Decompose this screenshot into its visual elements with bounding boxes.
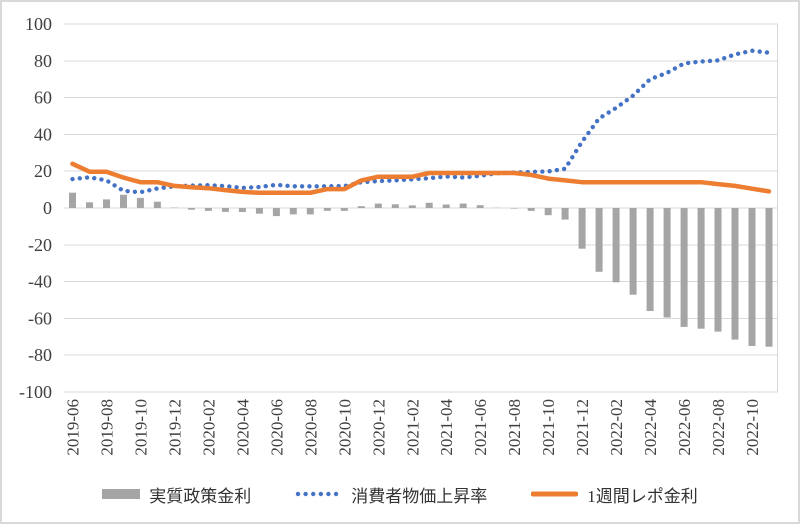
bar-real-policy-rate [646, 208, 654, 311]
bar-real-policy-rate [442, 204, 450, 208]
bar-real-policy-rate [86, 202, 93, 208]
y-axis-tick-label: 40 [34, 124, 52, 144]
y-axis-tick-label: -60 [28, 308, 52, 328]
x-axis-tick-label: 2022-02 [607, 399, 626, 456]
bar-real-policy-rate [748, 208, 756, 346]
x-axis-tick-label: 2020-12 [369, 399, 388, 456]
bar-real-policy-rate [69, 192, 76, 208]
bar-real-policy-rate [340, 208, 348, 211]
bar-real-policy-rate [527, 208, 535, 211]
y-axis-tick-label: -40 [28, 272, 52, 292]
x-axis-tick-label: 2022-04 [641, 399, 660, 456]
bar-real-policy-rate [612, 208, 620, 283]
y-axis-tick-label: 20 [34, 161, 52, 181]
bar-real-policy-rate [578, 208, 586, 249]
bar-real-policy-rate [289, 208, 297, 215]
x-axis-tick-label: 2019-08 [97, 399, 116, 456]
y-axis-tick-label: -100 [19, 382, 52, 402]
bar-real-policy-rate [221, 208, 229, 212]
bar-real-policy-rate [663, 208, 671, 318]
x-axis-tick-label: 2021-02 [403, 399, 422, 456]
bar-real-policy-rate [476, 205, 484, 208]
bar-real-policy-rate [425, 202, 433, 208]
bar-real-policy-rate [103, 199, 110, 208]
x-axis-tick-label: 2022-08 [709, 399, 728, 456]
bar-real-policy-rate [595, 208, 603, 272]
x-axis-tick-label: 2020-10 [335, 399, 354, 456]
bar-real-policy-rate [153, 201, 161, 208]
y-axis-tick-label: 100 [25, 14, 52, 34]
bar-real-policy-rate [357, 206, 365, 208]
legend-item-real-policy-rate: 実質政策金利 [102, 482, 251, 507]
bar-real-policy-rate [629, 208, 637, 295]
line-cpi-inflation [70, 48, 772, 195]
legend-bar-swatch-icon [102, 489, 141, 499]
bar-real-policy-rate [731, 208, 739, 340]
x-axis-tick-label: 2020-08 [301, 399, 320, 456]
x-axis-tick-label: 2022-10 [743, 399, 762, 456]
legend-label-real-policy-rate: 実質政策金利 [149, 486, 252, 506]
legend-dots-swatch-icon [296, 491, 343, 497]
bar-real-policy-rate [680, 208, 688, 327]
bar-real-policy-rate [544, 208, 552, 216]
bar-real-policy-rate [408, 205, 416, 208]
bar-real-policy-rate [238, 208, 246, 212]
bar-real-policy-rate [255, 208, 263, 214]
bar-real-policy-rate [714, 208, 722, 332]
y-axis-tick-label: 60 [34, 88, 52, 108]
x-axis-tick-label: 2020-02 [199, 399, 218, 456]
bar-real-policy-rate [391, 204, 399, 208]
bar-real-policy-rate [204, 208, 212, 211]
bar-real-policy-rate [272, 208, 280, 217]
bar-real-policy-rate [765, 208, 773, 347]
bar-real-policy-rate [697, 208, 705, 329]
bar-real-policy-rate [561, 208, 569, 220]
legend-line-swatch-icon [531, 491, 579, 497]
legend-item-cpi-inflation: 消費者物価上昇率 [295, 482, 487, 507]
x-axis-tick-label: 2019-06 [63, 399, 82, 456]
bar-real-policy-rate [323, 208, 331, 211]
x-axis-tick-label: 2021-12 [573, 399, 592, 456]
x-axis-tick-label: 2020-04 [233, 399, 252, 456]
x-axis-tick-label: 2021-04 [437, 399, 456, 456]
legend-label-cpi-inflation: 消費者物価上昇率 [351, 486, 488, 506]
y-axis-tick-label: -80 [28, 345, 52, 365]
bar-real-policy-rate [136, 197, 144, 208]
bar-real-policy-rate [120, 194, 127, 208]
line-repo-rate [70, 161, 772, 196]
legend-label-repo-rate: 1週間レポ金利 [587, 486, 698, 506]
x-axis-tick-label: 2019-10 [131, 399, 150, 456]
x-axis-tick-label: 2022-06 [675, 399, 694, 456]
bar-real-policy-rate [187, 208, 195, 210]
bar-real-policy-rate [306, 208, 314, 215]
y-axis-tick-label: -20 [28, 235, 52, 255]
bar-real-policy-rate [374, 203, 382, 208]
x-axis-tick-label: 2021-08 [505, 399, 524, 456]
bar-real-policy-rate [510, 208, 518, 209]
y-axis-tick-label: 0 [43, 198, 52, 218]
bar-real-policy-rate [459, 203, 467, 208]
y-axis-tick-label: 80 [34, 51, 52, 71]
legend-item-repo-rate: 1週間レポ金利 [531, 482, 698, 507]
x-axis-tick-label: 2021-10 [539, 399, 558, 456]
x-axis-tick-label: 2020-06 [267, 399, 286, 456]
x-axis-tick-label: 2019-12 [165, 399, 184, 456]
chart-legend: 実質政策金利 消費者物価上昇率 1週間レポ金利 [2, 479, 798, 509]
x-axis-tick-label: 2021-06 [471, 399, 490, 456]
